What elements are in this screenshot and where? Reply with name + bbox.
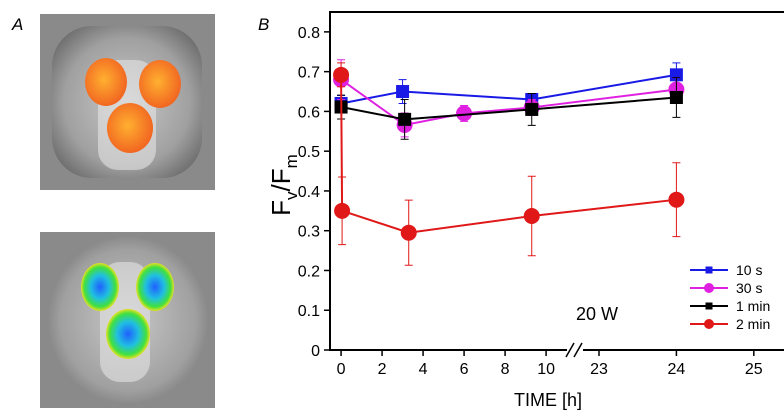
data-point (400, 224, 417, 241)
y-axis-label-part: F (266, 200, 296, 216)
panel-label: A (11, 15, 23, 34)
legend-marker (705, 302, 713, 310)
annotation: 20 W (576, 304, 618, 324)
axis-break (565, 342, 583, 358)
data-point (525, 102, 539, 116)
data-point (398, 112, 412, 126)
x-tick-label: 4 (419, 361, 428, 378)
x-tick-label: 8 (501, 361, 510, 378)
axes-frame (329, 11, 784, 351)
y-axis-label: Fv/Fm (266, 154, 301, 216)
x-tick-label: 25 (745, 361, 763, 378)
panel-label: B (258, 15, 269, 34)
x-tick-label: 24 (668, 361, 686, 378)
image-top (40, 14, 215, 190)
x-axis-label: TIME [h] (514, 390, 582, 410)
x-tick-label: 6 (460, 361, 469, 378)
legend-marker (704, 283, 714, 293)
legend-label: 1 min (736, 298, 770, 314)
data-point (333, 66, 350, 83)
x-tick-label: 23 (590, 361, 608, 378)
y-tick-label: 0.7 (298, 65, 320, 82)
image-bottom (40, 232, 215, 408)
legend-marker (705, 266, 713, 274)
y-tick-label: 0.6 (298, 104, 320, 121)
data-point (669, 90, 683, 104)
x-tick-label: 2 (378, 361, 387, 378)
y-tick-label: 0.8 (298, 25, 320, 42)
y-tick-label: 0.3 (298, 224, 320, 241)
series-line (340, 73, 677, 105)
y-axis-label-part: /F (266, 168, 296, 191)
series-line (340, 96, 677, 121)
legend-marker (704, 319, 714, 329)
y-axis-label-part: m (282, 154, 301, 168)
legend-label: 30 s (736, 280, 762, 296)
y-tick-label: 0 (311, 343, 320, 360)
y-tick-label: 0.5 (298, 144, 320, 161)
data-point (668, 191, 685, 208)
x-tick-label: 0 (337, 361, 346, 378)
legend-label: 10 s (736, 262, 762, 278)
y-tick-label: 0.4 (298, 184, 320, 201)
data-point (523, 207, 540, 224)
y-axis-label-part: v (282, 191, 301, 200)
data-point (334, 202, 351, 219)
data-point (396, 85, 410, 99)
data-point (456, 105, 473, 122)
y-tick-label: 0.1 (298, 303, 320, 320)
x-tick-label: 10 (537, 361, 555, 378)
legend-label: 2 min (736, 316, 770, 332)
y-tick-label: 0.2 (298, 263, 320, 280)
